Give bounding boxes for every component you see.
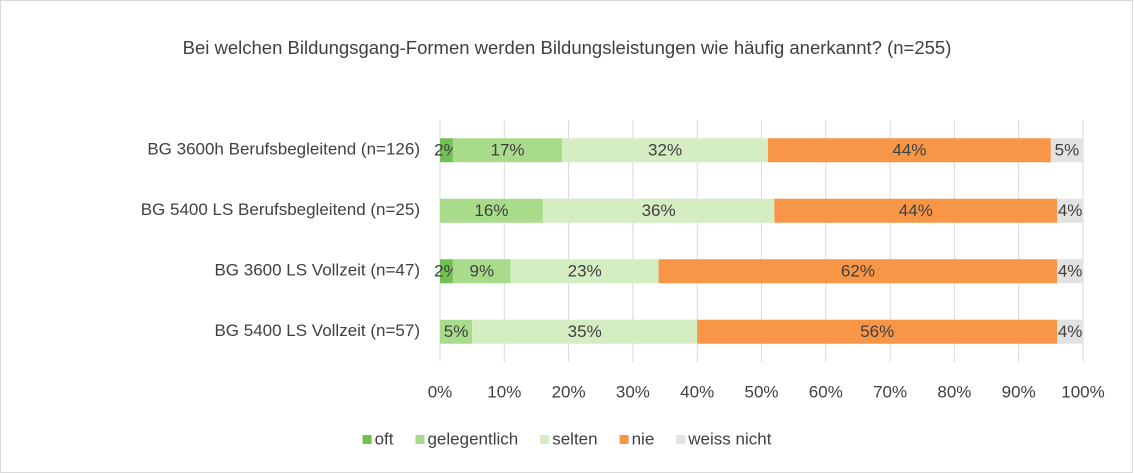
data-label: 9%	[470, 262, 495, 281]
data-label: 44%	[892, 141, 926, 160]
x-tick-label: 70%	[873, 382, 907, 401]
x-tick-label: 90%	[1002, 382, 1036, 401]
bar-segment	[774, 198, 1058, 223]
bar-segment	[440, 198, 543, 223]
data-label: 17%	[490, 141, 524, 160]
data-label: 5%	[1055, 141, 1080, 160]
chart-title: Bei welchen Bildungsgang-Formen werden B…	[182, 37, 952, 58]
data-label: 5%	[444, 322, 469, 341]
data-label: 56%	[860, 322, 894, 341]
data-label: 16%	[474, 201, 508, 220]
data-label: 23%	[568, 262, 602, 281]
data-label: 36%	[642, 201, 676, 220]
bar-segment	[1057, 319, 1083, 344]
bar-segment	[452, 259, 511, 284]
bar-segment	[562, 138, 768, 163]
x-tick-label: 50%	[744, 382, 778, 401]
bar-segment	[440, 259, 453, 284]
data-label: 32%	[648, 141, 682, 160]
data-label: 2%	[434, 262, 459, 281]
bar-segment	[1057, 259, 1083, 284]
legend-label: selten	[552, 429, 597, 448]
bar-segment	[452, 138, 563, 163]
legend-swatch	[540, 435, 550, 444]
y-tick-label: BG 3600h Berufsbegleitend (n=126)	[147, 140, 420, 159]
bar-segment	[440, 319, 473, 344]
bar-segment	[767, 138, 1051, 163]
x-tick-label: 100%	[1061, 382, 1104, 401]
data-label: 62%	[841, 262, 875, 281]
x-tick-label: 10%	[487, 382, 521, 401]
legend-swatch	[362, 435, 372, 444]
x-tick-label: 40%	[680, 382, 714, 401]
bar-segment	[542, 198, 775, 223]
data-label: 4%	[1058, 201, 1083, 220]
bar-segment	[472, 319, 698, 344]
x-tick-label: 0%	[428, 382, 453, 401]
bar-segment	[697, 319, 1058, 344]
data-label: 4%	[1058, 322, 1083, 341]
legend-swatch	[619, 435, 629, 444]
legend-swatch	[676, 435, 686, 444]
bar-segment	[440, 138, 453, 163]
x-tick-label: 20%	[552, 382, 586, 401]
bar-segment	[1050, 138, 1083, 163]
data-label: 4%	[1058, 262, 1083, 281]
x-tick-label: 30%	[616, 382, 650, 401]
data-label: 44%	[899, 201, 933, 220]
bar-segment	[510, 259, 659, 284]
legend-label: gelegentlich	[427, 429, 518, 448]
data-label: 2%	[434, 141, 459, 160]
legend-label: nie	[632, 429, 655, 448]
y-tick-label: BG 3600 LS Vollzeit (n=47)	[214, 261, 420, 280]
x-tick-label: 60%	[809, 382, 843, 401]
legend-label: weiss nicht	[687, 429, 771, 448]
x-tick-label: 80%	[937, 382, 971, 401]
y-tick-label: BG 5400 LS Vollzeit (n=57)	[214, 321, 420, 340]
legend-label: oft	[375, 429, 394, 448]
data-label: 35%	[568, 322, 602, 341]
bar-segment	[1057, 198, 1083, 223]
bar-segment	[658, 259, 1058, 284]
legend-swatch	[415, 435, 425, 444]
y-tick-label: BG 5400 LS Berufsbegleitend (n=25)	[141, 200, 420, 219]
